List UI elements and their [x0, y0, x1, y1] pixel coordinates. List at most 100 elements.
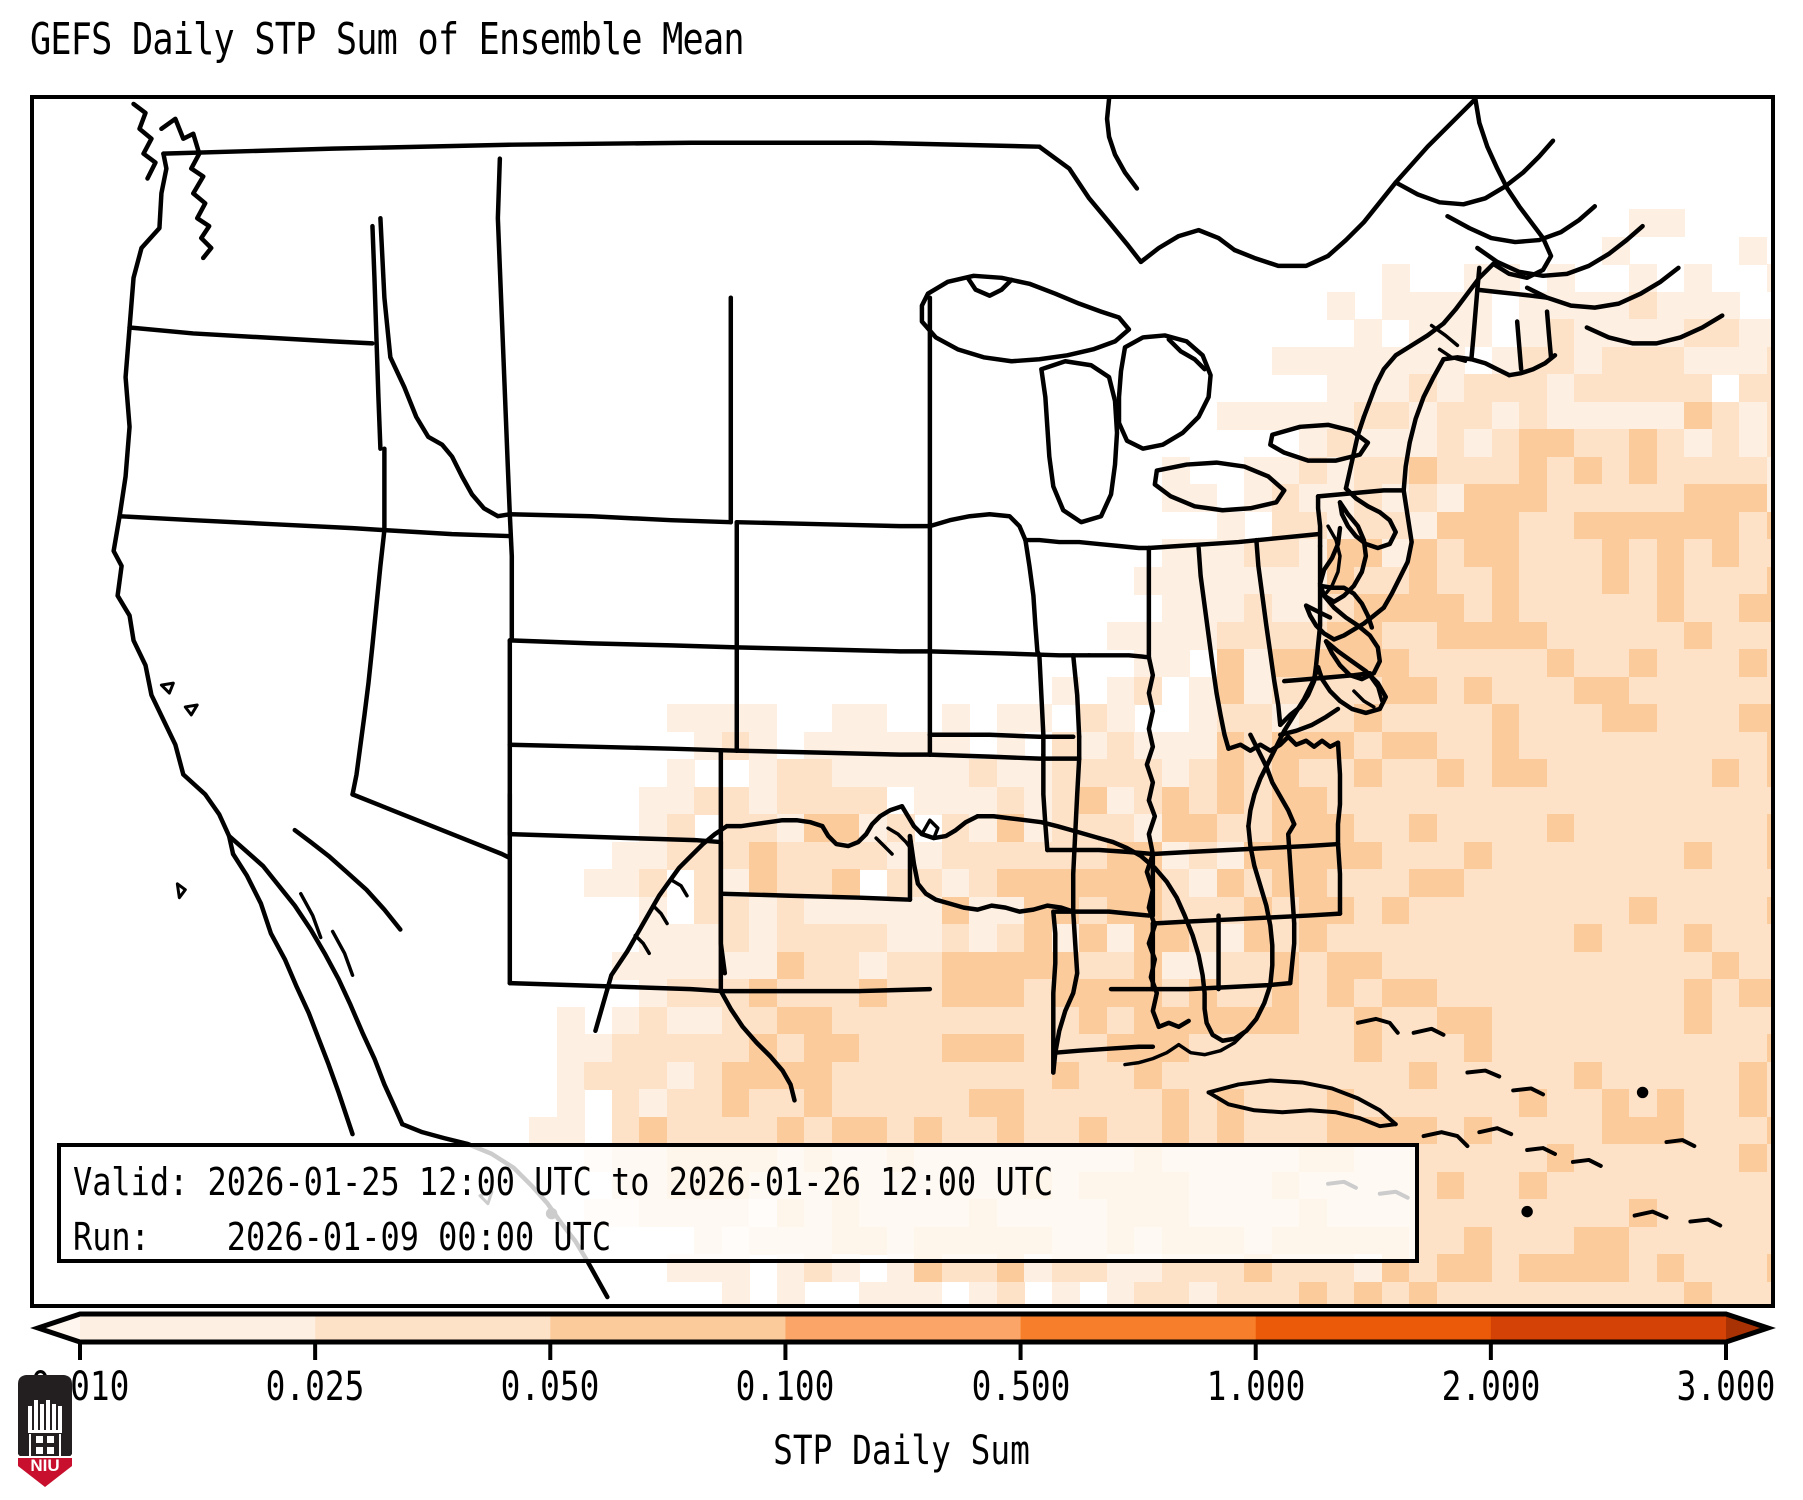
data-cell [1519, 456, 1548, 485]
data-cell [1161, 979, 1190, 1008]
data-cell [1601, 1281, 1630, 1304]
data-cell [1629, 924, 1658, 953]
data-cell [1739, 1144, 1768, 1173]
data-cell [1519, 374, 1548, 403]
data-cell [721, 1116, 750, 1145]
data-cell [1519, 1034, 1548, 1063]
data-cell [1546, 1116, 1575, 1145]
data-cell [1271, 456, 1300, 485]
data-cell [1299, 346, 1328, 375]
data-cell [1299, 924, 1328, 953]
data-cell [749, 731, 778, 760]
colorbar-tick-label: 3.000 [1676, 1364, 1776, 1410]
data-cell [1491, 1006, 1520, 1035]
data-cell [1546, 484, 1575, 513]
data-cell [721, 1061, 750, 1090]
data-cell [1629, 1116, 1658, 1145]
data-cell [1574, 649, 1603, 678]
data-cell [1656, 869, 1685, 898]
data-cell [1464, 511, 1493, 540]
data-cell [1491, 1089, 1520, 1118]
data-cell [886, 924, 915, 953]
data-cell [1106, 1089, 1135, 1118]
data-cell [859, 1061, 888, 1090]
data-cell [1079, 1006, 1108, 1035]
data-cell [941, 1006, 970, 1035]
data-cell [1271, 869, 1300, 898]
data-cell [1711, 594, 1740, 623]
data-cell [1684, 621, 1713, 650]
data-cell [1629, 979, 1658, 1008]
data-cell [1574, 1034, 1603, 1063]
data-cell [1684, 759, 1713, 788]
data-cell [859, 1116, 888, 1145]
colorbar-tick-label: 0.050 [500, 1364, 600, 1410]
data-cell [1766, 1254, 1771, 1283]
data-cell [1656, 896, 1685, 925]
data-cell [1024, 979, 1053, 1008]
data-cell [666, 979, 695, 1008]
data-cell [1766, 731, 1771, 760]
data-cell [1299, 814, 1328, 843]
data-cell [1134, 1116, 1163, 1145]
data-cell [1574, 594, 1603, 623]
data-cell [1409, 951, 1438, 980]
data-cell [1684, 649, 1713, 678]
data-cell [969, 951, 998, 980]
data-cell [1079, 1061, 1108, 1090]
data-cell [1409, 759, 1438, 788]
data-cell [1216, 511, 1245, 540]
data-cell [1766, 1171, 1771, 1200]
data-cell [996, 1061, 1025, 1090]
data-cell [1464, 401, 1493, 430]
data-cell [859, 896, 888, 925]
data-cell [1189, 704, 1218, 733]
data-cell [1546, 1089, 1575, 1118]
data-cell [1464, 539, 1493, 568]
data-cell [1739, 1006, 1768, 1035]
data-cell [1436, 1171, 1465, 1200]
data-cell [1381, 1089, 1410, 1118]
data-cell [831, 1116, 860, 1145]
data-cell [749, 1006, 778, 1035]
data-cell [1381, 896, 1410, 925]
data-cell [694, 1061, 723, 1090]
data-cell [1574, 841, 1603, 870]
data-cell [694, 1116, 723, 1145]
data-cell [1629, 594, 1658, 623]
data-cell [639, 951, 668, 980]
data-cell [804, 869, 833, 898]
data-cell [1436, 1034, 1465, 1063]
data-cell [1271, 1034, 1300, 1063]
data-cell [1519, 539, 1548, 568]
data-cell [1024, 704, 1053, 733]
data-cell [1079, 759, 1108, 788]
data-cell [996, 869, 1025, 898]
data-cell [556, 1034, 585, 1063]
data-cell [1711, 429, 1740, 458]
data-cell [1711, 1116, 1740, 1145]
data-cell [831, 704, 860, 733]
data-cell [1711, 869, 1740, 898]
data-cell [1739, 649, 1768, 678]
data-cell [831, 786, 860, 815]
data-cell [776, 924, 805, 953]
data-cell [996, 1116, 1025, 1145]
data-cell [1106, 979, 1135, 1008]
data-cell [776, 951, 805, 980]
data-cell [1381, 594, 1410, 623]
data-cell [1491, 869, 1520, 898]
data-cell [1436, 511, 1465, 540]
data-cell [1766, 1281, 1771, 1304]
data-cell [1656, 676, 1685, 705]
data-cell [969, 1089, 998, 1118]
data-cell [1601, 1089, 1630, 1118]
data-cell [1134, 1089, 1163, 1118]
data-cell [1739, 841, 1768, 870]
data-cell [1739, 374, 1768, 403]
data-cell [666, 786, 695, 815]
data-cell [1656, 786, 1685, 815]
data-cell [1436, 786, 1465, 815]
data-cell [1216, 759, 1245, 788]
data-cell [1491, 539, 1520, 568]
